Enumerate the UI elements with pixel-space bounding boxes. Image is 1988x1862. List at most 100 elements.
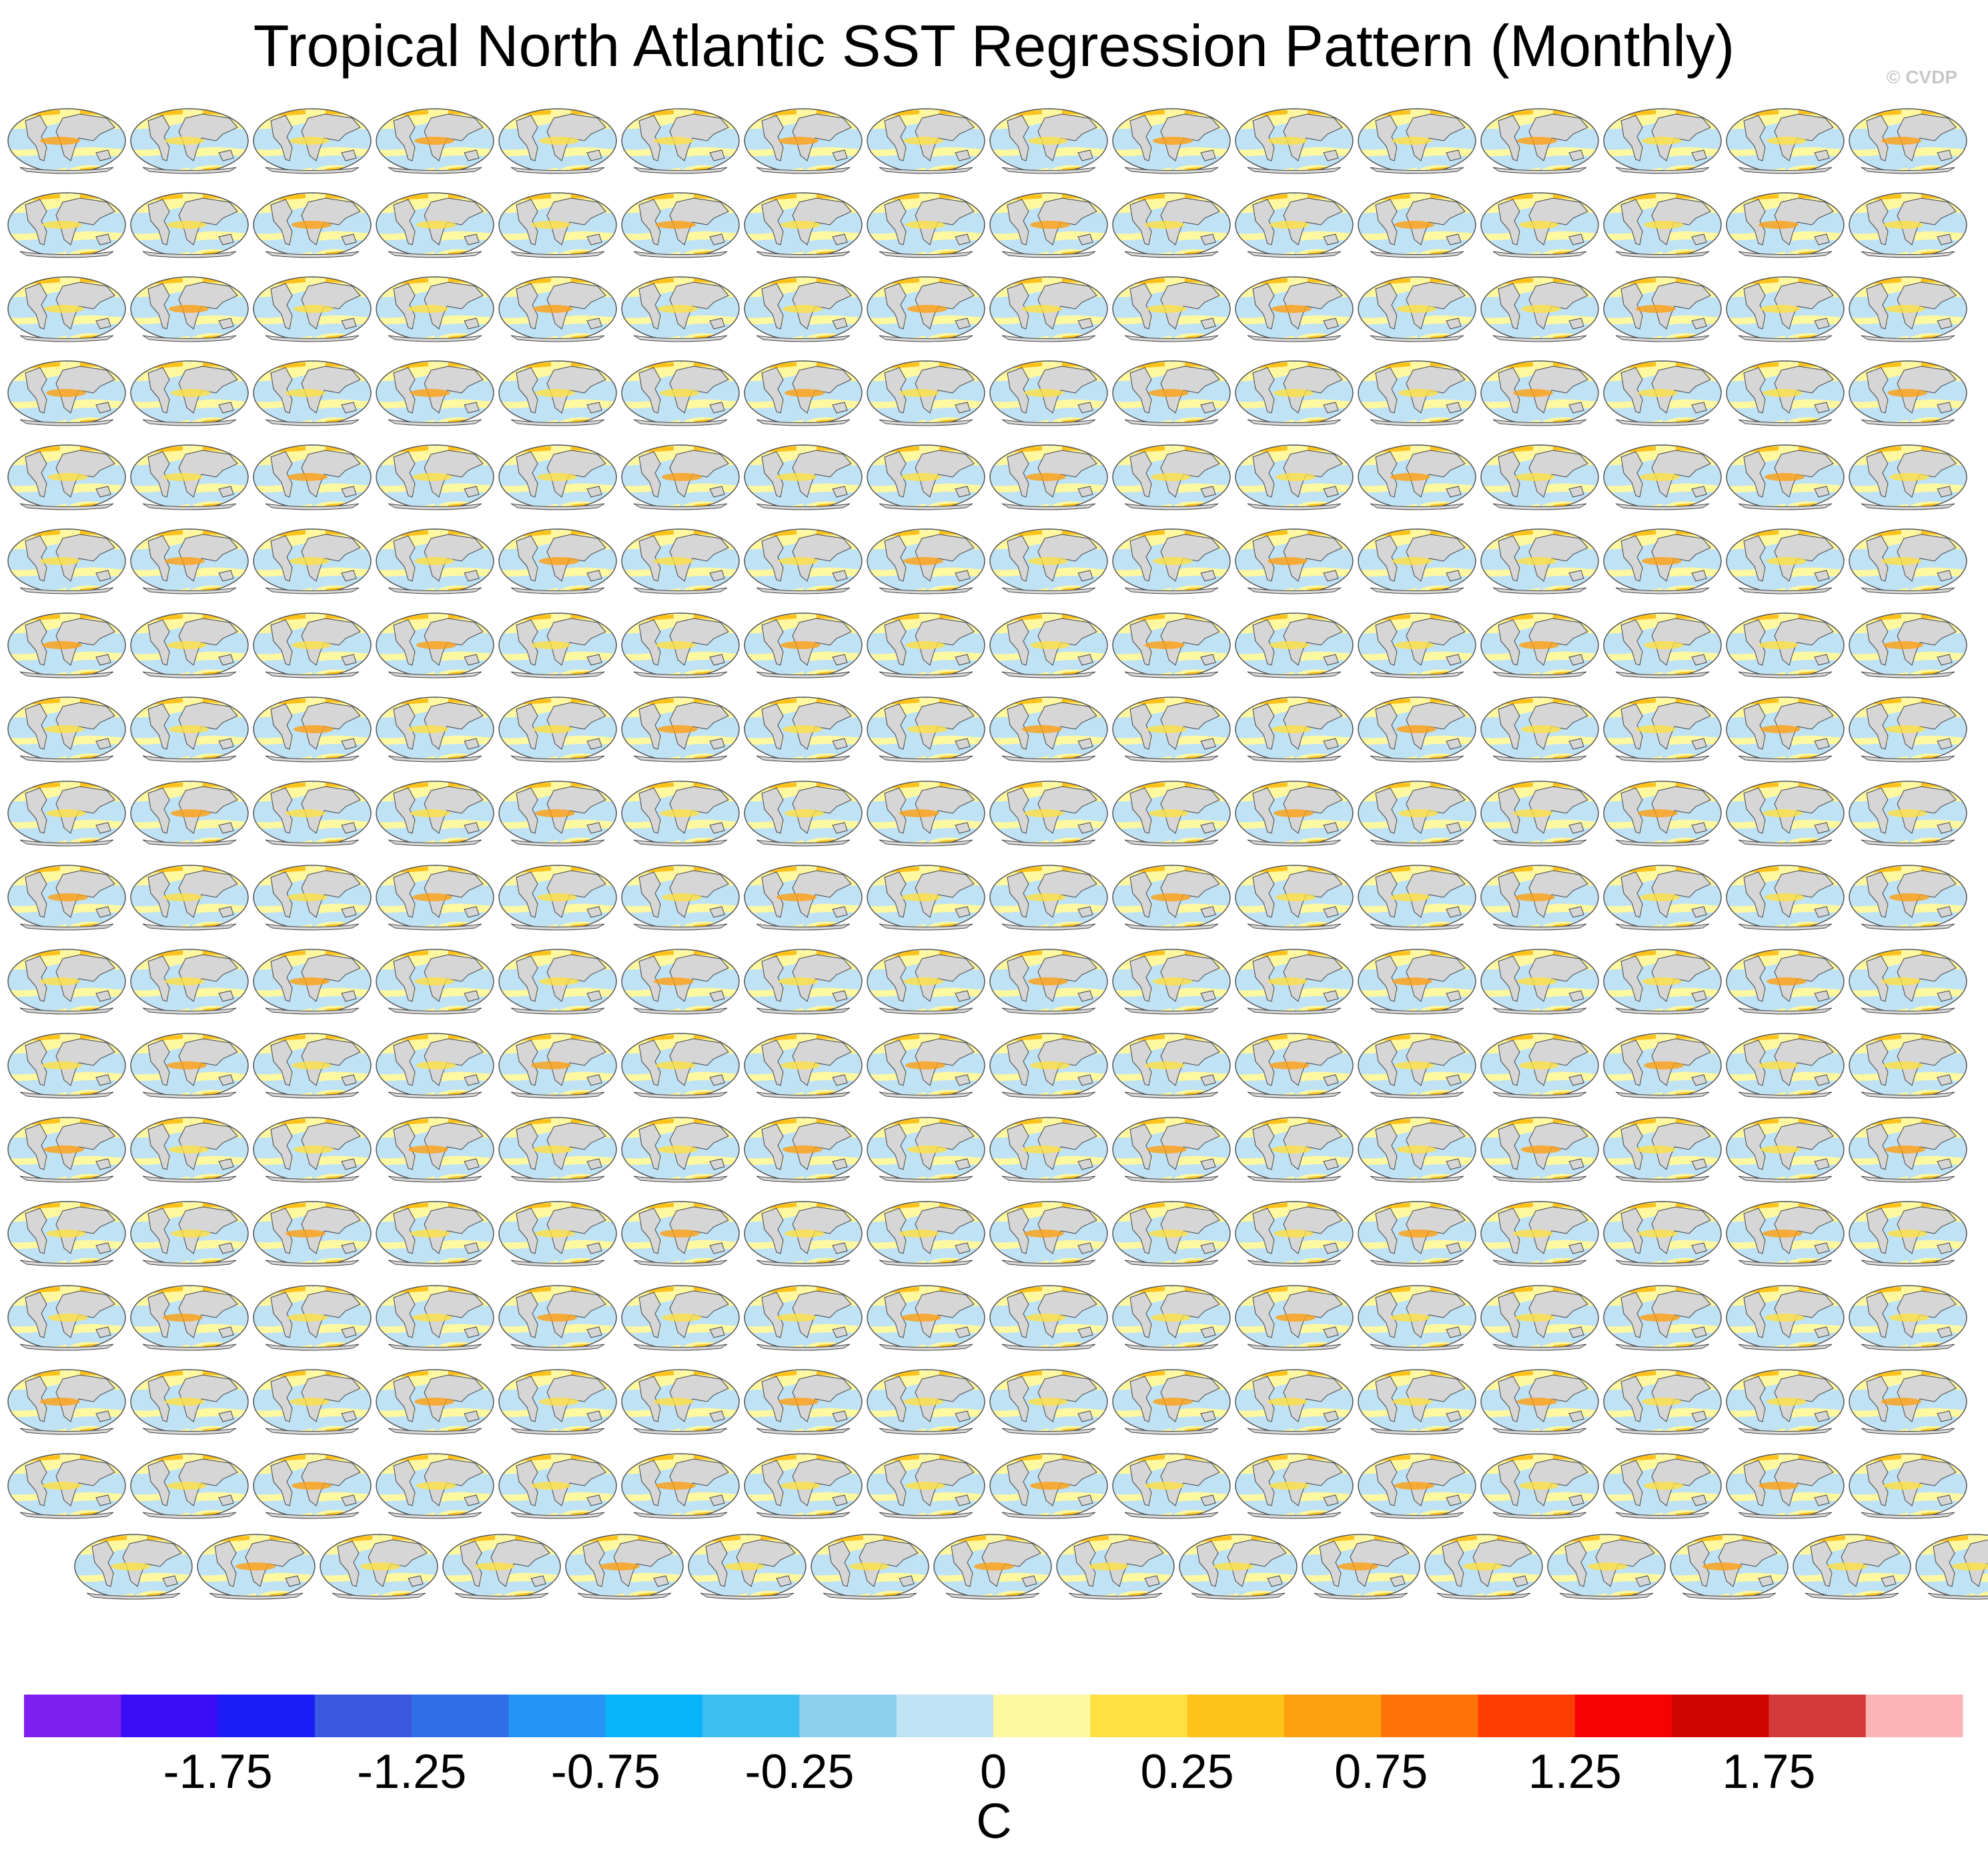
- panel-grid: [7, 108, 1988, 1600]
- map-panel: [7, 1033, 126, 1099]
- map-panel: [130, 1201, 249, 1267]
- map-panel: [376, 1369, 494, 1435]
- colorbar-tick-label: 0: [980, 1745, 1007, 1799]
- map-panel: [621, 612, 740, 678]
- map-panel: [1358, 1285, 1476, 1351]
- map-panel: [867, 108, 985, 174]
- map-panel: [1358, 108, 1476, 174]
- map-panel: [1603, 1201, 1722, 1267]
- map-panel: [320, 1534, 438, 1600]
- map-panel: [1235, 1285, 1354, 1351]
- map-panel: [744, 612, 863, 678]
- map-panel: [1849, 1201, 1967, 1267]
- map-panel: [1358, 696, 1476, 763]
- map-panel: [989, 444, 1108, 510]
- map-panel: [621, 696, 740, 763]
- map-panel: [1480, 865, 1599, 931]
- map-panel: [376, 1285, 494, 1351]
- map-panel: [1480, 1285, 1599, 1351]
- map-panel: [744, 1033, 863, 1099]
- map-panel: [1112, 1453, 1231, 1519]
- map-panel: [376, 360, 494, 426]
- map-panel: [1849, 612, 1967, 678]
- map-panel: [1358, 865, 1476, 931]
- map-panel: [1849, 949, 1967, 1015]
- map-panel: [867, 612, 985, 678]
- map-panel: [1112, 612, 1231, 678]
- map-panel: [1849, 1453, 1967, 1519]
- map-panel: [989, 696, 1108, 763]
- map-panel: [1112, 192, 1231, 258]
- map-panel: [989, 1033, 1108, 1099]
- map-panel: [1112, 444, 1231, 510]
- colorbar-tick-label: -0.75: [551, 1745, 660, 1799]
- map-panel: [1670, 1534, 1789, 1600]
- map-panel: [376, 1033, 494, 1099]
- map-panel: [1603, 360, 1722, 426]
- map-panel: [376, 528, 494, 594]
- colorbar-box: [1478, 1695, 1576, 1737]
- map-panel: [1480, 1369, 1599, 1435]
- map-panel: [498, 865, 617, 931]
- map-panel: [130, 108, 249, 174]
- map-panel: [989, 612, 1108, 678]
- map-panel: [1603, 528, 1722, 594]
- map-panel: [1603, 444, 1722, 510]
- map-panel: [7, 276, 126, 342]
- map-panel: [1358, 949, 1476, 1015]
- map-panel: [621, 192, 740, 258]
- map-panel: [1358, 781, 1476, 847]
- colorbar-box: [799, 1695, 897, 1737]
- map-panel: [1112, 1285, 1231, 1351]
- map-panel: [7, 865, 126, 931]
- colorbar-box: [1865, 1695, 1963, 1737]
- map-panel: [376, 1453, 494, 1519]
- map-panel: [989, 528, 1108, 594]
- map-panel: [498, 949, 617, 1015]
- map-panel: [1726, 108, 1845, 174]
- map-panel: [744, 1369, 863, 1435]
- map-panel: [1112, 1117, 1231, 1183]
- map-panel: [1603, 1453, 1722, 1519]
- map-panel: [744, 1453, 863, 1519]
- map-panel: [1235, 1453, 1354, 1519]
- map-panel: [1849, 444, 1967, 510]
- map-panel: [688, 1534, 807, 1600]
- map-panel: [7, 781, 126, 847]
- map-panel: [744, 781, 863, 847]
- map-panel: [498, 1285, 617, 1351]
- map-panel: [989, 192, 1108, 258]
- map-panel: [867, 781, 985, 847]
- map-panel: [1358, 192, 1476, 258]
- map-panel: [989, 1201, 1108, 1267]
- map-panel: [1358, 528, 1476, 594]
- colorbar-box: [702, 1695, 800, 1737]
- map-panel: [867, 1117, 985, 1183]
- map-panel: [253, 696, 372, 763]
- colorbar-box: [314, 1695, 412, 1737]
- map-panel: [1112, 528, 1231, 594]
- map-panel: [253, 1369, 372, 1435]
- map-panel: [1235, 360, 1354, 426]
- map-panel: [1358, 1033, 1476, 1099]
- map-panel: [498, 1033, 617, 1099]
- map-panel: [744, 1117, 863, 1183]
- map-panel: [130, 1453, 249, 1519]
- colorbar-box: [605, 1695, 703, 1737]
- map-panel: [1235, 781, 1354, 847]
- map-panel: [1603, 1033, 1722, 1099]
- map-panel: [989, 781, 1108, 847]
- colorbar-box: [1769, 1695, 1867, 1737]
- map-panel: [7, 696, 126, 763]
- map-panel: [1849, 1369, 1967, 1435]
- map-panel: [376, 444, 494, 510]
- map-panel: [621, 865, 740, 931]
- colorbar-tick-label: 0.75: [1334, 1745, 1428, 1799]
- map-panel: [989, 108, 1108, 174]
- map-panel: [1849, 781, 1967, 847]
- map-panel: [744, 1201, 863, 1267]
- map-panel: [1480, 612, 1599, 678]
- map-panel: [1112, 949, 1231, 1015]
- map-panel: [1235, 696, 1354, 763]
- map-panel: [130, 1117, 249, 1183]
